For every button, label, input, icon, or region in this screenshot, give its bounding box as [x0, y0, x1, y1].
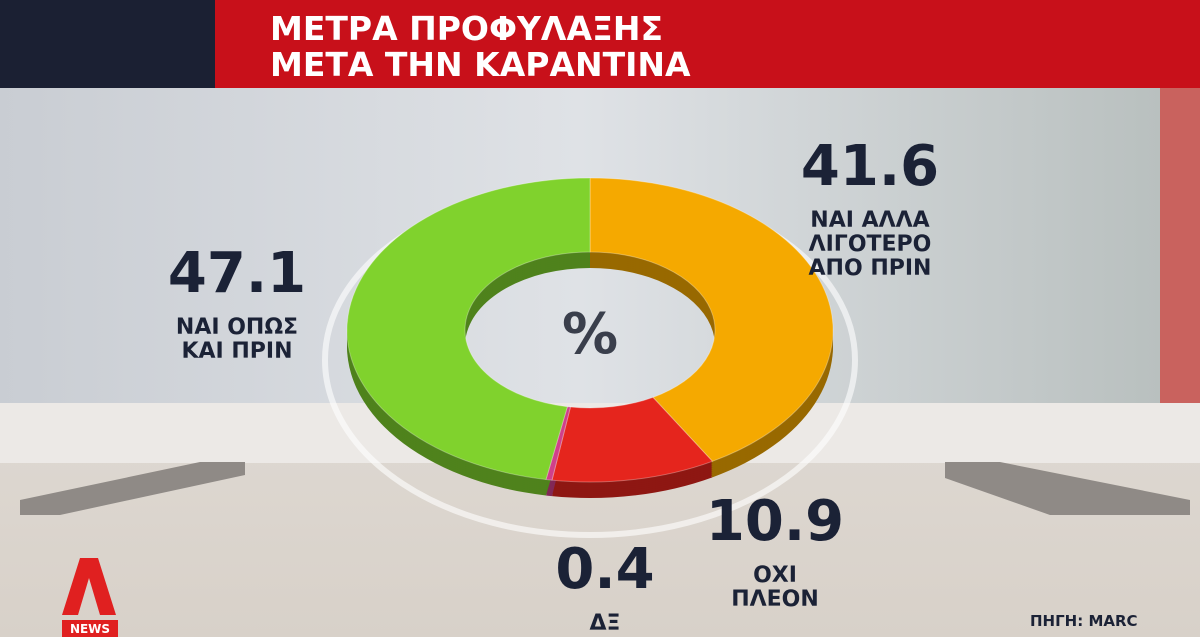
category-label: ΝΑΙ ΟΠΩΣ [176, 315, 298, 340]
category-label: ΚΑΙ ΠΡΙΝ [181, 339, 292, 364]
donut [346, 177, 834, 498]
side-strip [1160, 88, 1200, 403]
category-label: ΔΞ [590, 611, 621, 636]
logo-mark [62, 558, 116, 615]
category-label: ΛΙΓΟΤΕΡΟ [809, 232, 932, 257]
chart-subtitle: ΜΕΤΑ ΤΗΝ ΚΑΡΑΝΤΙΝΑ [270, 45, 691, 84]
banner [215, 0, 1200, 88]
category-label: ΝΑΙ ΑΛΛΑ [810, 208, 929, 233]
logo-box [62, 620, 118, 637]
platform [20, 462, 245, 515]
chart-title: ΜΕΤΡΑ ΠΡΟΦΥΛΑΞΗΣ [270, 9, 663, 48]
donut-segment [346, 177, 591, 481]
category-label: ΟΧΙ [753, 563, 797, 588]
value-label: 10.9 [706, 489, 844, 554]
donut-segment [589, 177, 834, 462]
category-label: ΑΠΟ ΠΡΙΝ [809, 256, 932, 281]
donut-segment [551, 396, 714, 483]
value-label: 47.1 [168, 241, 306, 306]
value-label: 41.6 [801, 134, 939, 199]
logo-text: NEWS [70, 622, 110, 636]
center-label: % [562, 302, 618, 367]
value-label: 0.4 [555, 537, 654, 602]
category-label: ΠΛΕΟΝ [731, 587, 819, 612]
banner-left [0, 0, 215, 88]
platform [945, 462, 1190, 515]
logo: NEWS [62, 558, 118, 637]
source: ΠΗΓΗ: MARC [1030, 612, 1138, 630]
